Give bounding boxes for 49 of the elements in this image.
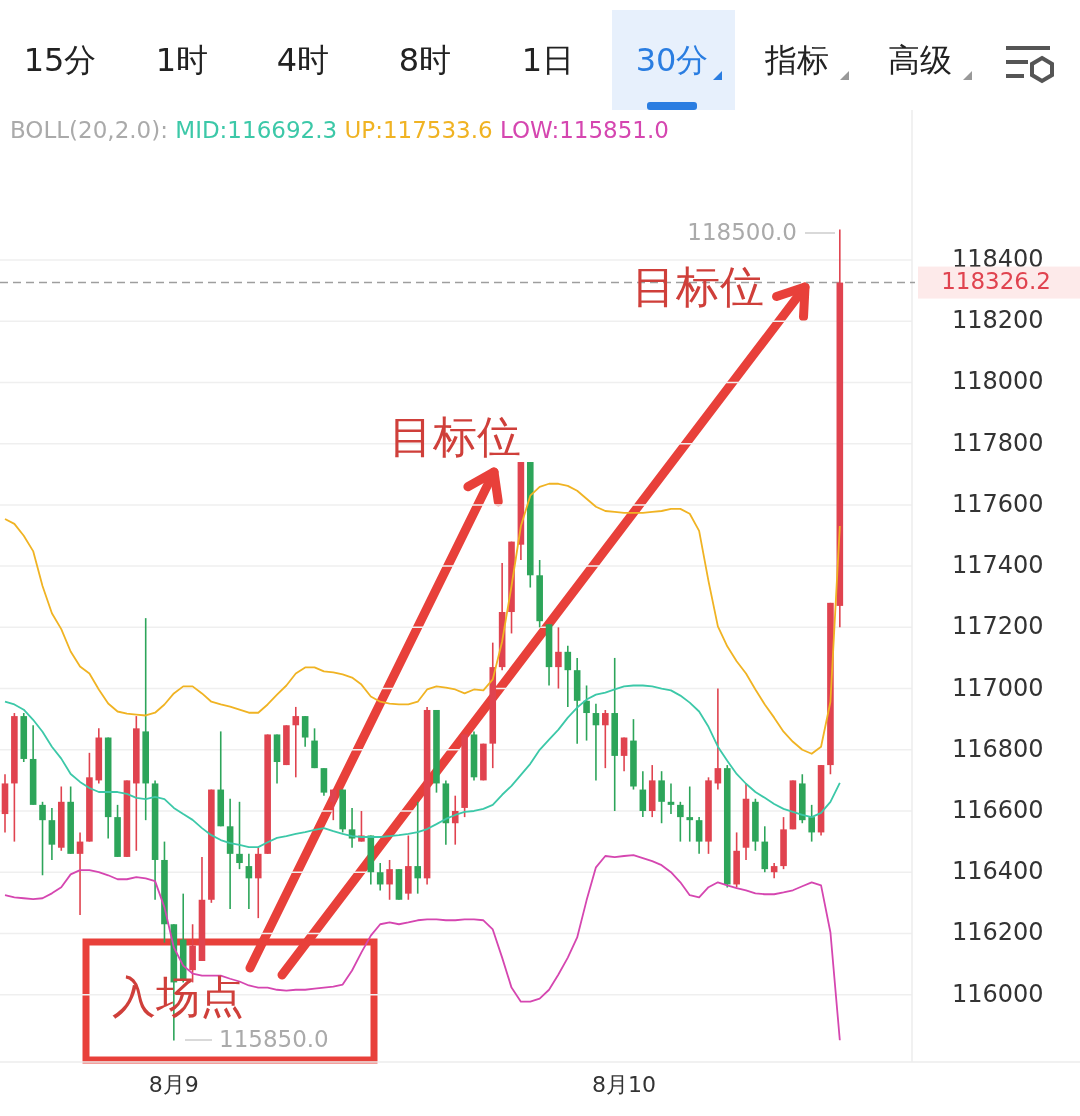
annotation: 目标位 <box>389 411 521 462</box>
candlestick <box>695 816 703 855</box>
x-tick-label: 8月9 <box>148 1072 199 1097</box>
y-tick-label: 116000 <box>952 979 1044 1008</box>
y-tick-label: 118200 <box>952 306 1044 335</box>
annotation: 115850.0 <box>219 1025 329 1052</box>
y-tick-label: 116200 <box>952 918 1044 947</box>
candlestick <box>376 862 384 892</box>
candlestick <box>686 785 694 843</box>
y-tick-label: 116400 <box>952 857 1044 886</box>
candlestick <box>555 626 562 690</box>
candlestick <box>808 804 815 843</box>
text: 30分 <box>635 41 709 79</box>
candlestick <box>292 706 300 779</box>
text: 1日 <box>521 41 575 79</box>
y-tick-label: 117000 <box>952 673 1044 702</box>
annotation: 118500.0 <box>687 218 797 245</box>
text: UP:117533.6 <box>344 116 500 143</box>
text: 1时 <box>155 41 209 79</box>
candlestick <box>39 801 46 877</box>
candlestick <box>658 770 665 825</box>
candlestick <box>236 801 243 870</box>
text: 指标 <box>764 41 829 79</box>
candlestick <box>330 788 337 821</box>
text: 15分 <box>23 41 97 79</box>
legend-title: BOLL(20,2.0): <box>10 116 176 143</box>
text: LOW:115851.0 <box>499 116 669 143</box>
candlestick <box>667 782 675 815</box>
text: 高级 <box>888 41 952 79</box>
candlestick <box>386 859 393 901</box>
text: 8时 <box>398 41 452 79</box>
x-tick-label: 8月10 <box>592 1072 657 1097</box>
annotation: 目标位 <box>632 261 764 312</box>
y-tick-label: 117200 <box>952 612 1044 641</box>
candlestick <box>602 709 609 769</box>
candlestick <box>677 801 684 843</box>
y-tick-label: 116800 <box>952 734 1044 763</box>
line-series <box>4 684 841 849</box>
candlestick <box>301 715 309 748</box>
y-tick-label: 116600 <box>952 795 1044 824</box>
y-tick-label: 117400 <box>952 551 1044 580</box>
line-series <box>4 482 841 755</box>
text: MID:116692.3 <box>175 116 345 143</box>
candlestick <box>414 801 422 895</box>
y-tick-label: 117600 <box>952 489 1044 518</box>
text: 4时 <box>276 41 330 79</box>
y-tick-label: 118000 <box>952 367 1044 396</box>
candlestick <box>583 684 590 742</box>
y-tick-label: 117800 <box>952 428 1044 457</box>
